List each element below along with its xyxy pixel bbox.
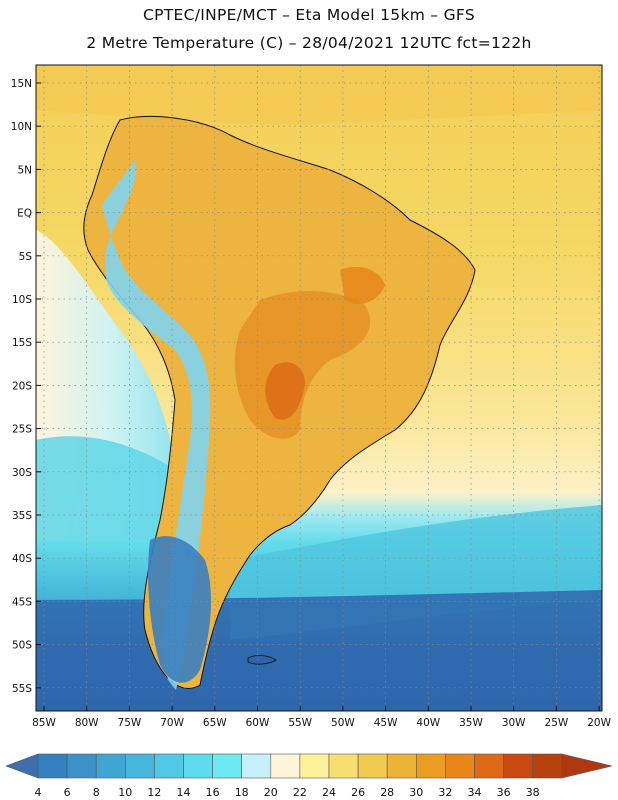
legend-label: 18: [235, 786, 249, 799]
southern-ocean-band: [36, 590, 602, 711]
legend-swatch: [328, 753, 359, 779]
patagonia-cold-zone: [148, 536, 212, 683]
lon-label: 70W: [160, 717, 184, 729]
lat-label: 35S: [12, 510, 32, 522]
temperature-map: 15N 10N 5N EQ 5S 10S 15S 20S 25S 30S 35S 40S 45S 50S 5…: [11, 64, 612, 729]
map-frame: [35, 64, 603, 712]
legend-swatch: [532, 753, 563, 779]
lat-lon-grid: [36, 65, 602, 711]
lat-label: 10S: [12, 294, 32, 306]
lat-label: 10N: [11, 121, 32, 133]
legend-label: 20: [264, 786, 278, 799]
falkland-islands: [247, 655, 277, 665]
lon-label: 85W: [32, 717, 56, 729]
map-field: [36, 65, 602, 711]
lon-label: 30W: [502, 717, 526, 729]
lon-label: 25W: [545, 717, 569, 729]
lon-label: 60W: [246, 717, 270, 729]
legend-label: 10: [118, 786, 132, 799]
legend-arrow-left: [5, 753, 39, 779]
legend-swatch: [357, 753, 388, 779]
legend-label: 6: [64, 786, 71, 799]
legend-label: 28: [380, 786, 394, 799]
legend-label: 22: [293, 786, 307, 799]
legend-swatch: [37, 753, 68, 779]
legend-swatch: [386, 753, 417, 779]
legend-swatch: [212, 753, 243, 779]
map-title-line-2: 2 Metre Temperature (C) – 28/04/2021 12U…: [86, 34, 532, 52]
lat-label: 45S: [12, 596, 32, 608]
pacific-cold-zone: [36, 436, 175, 540]
legend-label: 34: [468, 786, 482, 799]
lon-label: 20W: [587, 717, 611, 729]
caribbean-warm-zone: [36, 65, 602, 125]
legend-swatch: [270, 753, 301, 779]
legend-label: 32: [438, 786, 452, 799]
lat-label: 55S: [12, 683, 32, 695]
legend-swatch: [299, 753, 330, 779]
legend-label: 26: [351, 786, 365, 799]
lat-label: 15S: [12, 337, 32, 349]
lon-label: 35W: [459, 717, 483, 729]
legend-swatch: [154, 753, 184, 779]
lon-label: 80W: [75, 717, 99, 729]
legend-label: 24: [322, 786, 336, 799]
lat-label: 50S: [12, 640, 32, 652]
legend-label: 4: [35, 786, 42, 799]
legend-label: 8: [93, 786, 100, 799]
lon-label: 65W: [203, 717, 227, 729]
legend-swatch: [503, 753, 534, 779]
lon-label: 45W: [374, 717, 398, 729]
legend-label: 16: [206, 786, 220, 799]
legend-label: 12: [147, 786, 161, 799]
map-title-line-1: CPTEC/INPE/MCT – Eta Model 15km – GFS: [142, 6, 476, 24]
legend-swatch: [445, 753, 475, 779]
legend-label: 38: [526, 786, 540, 799]
hot-northeast-zone: [340, 266, 385, 305]
lat-label: 30S: [12, 467, 32, 479]
lat-label: 40S: [12, 553, 32, 565]
legend-labels: 4 6 8 10 12 14 16 18 20 22 24 26 28 30 32 34 36 38: [35, 786, 540, 799]
legend-label: 36: [497, 786, 511, 799]
lat-label: EQ: [17, 208, 32, 220]
longitude-labels: 85W 80W 75W 70W 65W 60W 55W 50W 45W 40W 35W 30W 25W 2…: [32, 706, 612, 729]
lon-label: 75W: [118, 717, 142, 729]
legend-swatch: [474, 753, 504, 779]
legend-swatch: [95, 753, 126, 779]
color-legend: 4 6 8 10 12 14 16 18 20 22 24 26 28 30 32 34 36 38: [5, 753, 613, 799]
legend-swatch: [183, 753, 213, 779]
legend-swatch: [241, 753, 272, 779]
legend-swatch: [415, 753, 446, 779]
lat-label: 20S: [12, 380, 32, 392]
lat-label: 5S: [19, 251, 33, 263]
legend-label: 30: [409, 786, 423, 799]
latitude-labels: 15N 10N 5N EQ 5S 10S 15S 20S 25S 30S 35S 40S 45S 50S 5…: [11, 78, 41, 695]
hottest-zone: [265, 362, 305, 420]
legend-arrow-right: [561, 753, 613, 779]
lon-label: 40W: [416, 717, 440, 729]
lat-label: 15N: [11, 78, 32, 90]
legend-bar: [5, 753, 613, 779]
legend-swatch: [66, 753, 97, 779]
lon-label: 55W: [288, 717, 312, 729]
legend-swatch: [125, 753, 155, 779]
lat-label: 25S: [12, 424, 32, 436]
legend-label: 14: [177, 786, 191, 799]
lat-label: 5N: [17, 164, 32, 176]
lon-label: 50W: [331, 717, 355, 729]
